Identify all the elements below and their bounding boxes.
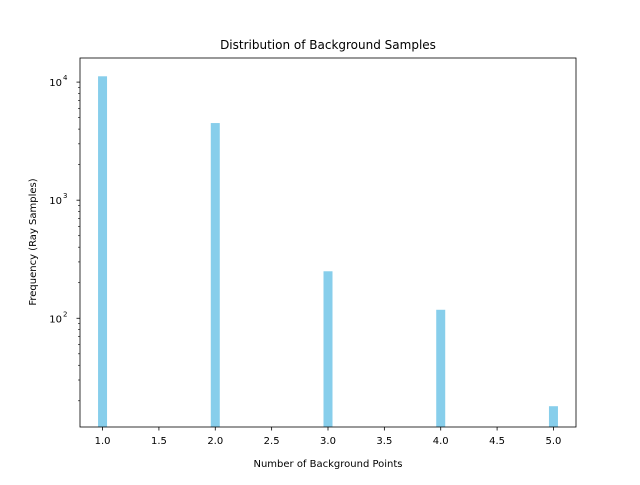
y-tick-label: 10 bbox=[49, 78, 62, 89]
x-axis-label: Number of Background Points bbox=[253, 459, 402, 470]
x-tick-label: 2.0 bbox=[207, 436, 223, 447]
y-tick-exponent: 4 bbox=[63, 74, 68, 82]
x-tick-label: 5.0 bbox=[546, 436, 562, 447]
x-tick-label: 4.0 bbox=[433, 436, 449, 447]
bar-5.0 bbox=[548, 406, 558, 427]
x-tick-label: 1.5 bbox=[151, 436, 167, 447]
x-axis-ticks: 1.0 1.5 2.0 2.5 3.0 3.5 4.0 4.5 5.0 bbox=[95, 427, 562, 447]
bar-1.0 bbox=[98, 76, 108, 427]
x-tick-label: 3.0 bbox=[320, 436, 336, 447]
y-tick-exponent: 2 bbox=[63, 310, 67, 318]
y-tick-label: 10 bbox=[49, 314, 62, 325]
x-tick-label: 1.0 bbox=[95, 436, 111, 447]
bar-4.0 bbox=[436, 309, 446, 427]
bars-group bbox=[98, 76, 558, 427]
bar-2.0 bbox=[210, 123, 220, 427]
x-tick-label: 2.5 bbox=[264, 436, 280, 447]
y-tick-label: 10 bbox=[49, 196, 62, 207]
bar-3.0 bbox=[323, 271, 333, 427]
y-axis-label: Frequency (Ray Samples) bbox=[28, 178, 39, 305]
x-tick-label: 3.5 bbox=[376, 436, 392, 447]
plot-frame bbox=[79, 57, 577, 428]
y-tick-exponent: 3 bbox=[63, 192, 67, 200]
chart-title: Distribution of Background Samples bbox=[220, 38, 436, 52]
x-tick-label: 4.5 bbox=[489, 436, 505, 447]
